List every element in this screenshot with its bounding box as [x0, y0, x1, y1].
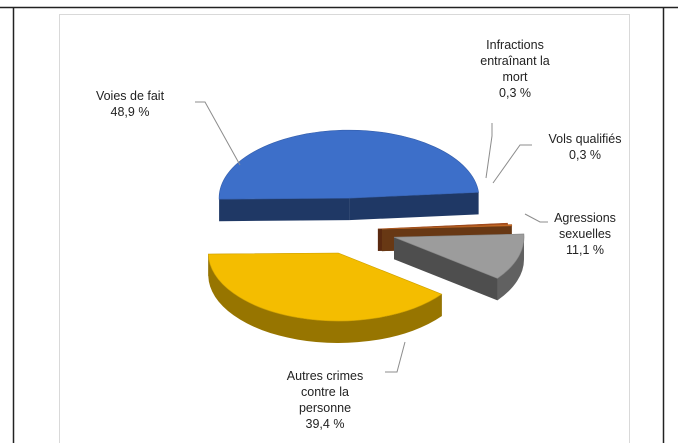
data-label-line: Voies de fait	[96, 89, 165, 103]
slice-cut-0-1	[349, 192, 479, 221]
slice-side-4	[208, 254, 442, 343]
data-label-1: Infractions entraînant la mort 0,3 %	[480, 38, 550, 100]
slices-layer	[207, 129, 525, 343]
data-label-line: Vols qualifiés	[549, 132, 622, 146]
data-label-line: Autres crimes	[287, 369, 363, 383]
data-label-4: Autres crimes contre la personne 39,4 %	[287, 369, 363, 431]
data-label-line: mort	[503, 70, 529, 84]
slice-top-0	[218, 129, 479, 200]
data-label-line: sexuelles	[559, 227, 611, 241]
chart-area-border	[59, 14, 630, 443]
data-label-line: 0,3 %	[499, 86, 531, 100]
slice-0	[218, 129, 479, 222]
data-label-line: 11,1 %	[566, 243, 604, 257]
leader-line-3	[524, 213, 548, 223]
leader-line-1	[485, 123, 493, 179]
data-label-line: 39,4 %	[306, 417, 345, 431]
leader-line-4	[385, 341, 406, 373]
slice-cut-0-0	[219, 198, 350, 222]
slice-top-3	[393, 233, 525, 279]
data-label-line: entraînant la	[480, 54, 550, 68]
labels-layer: Voies de fait 48,9 % Infractions entraînant…	[96, 38, 622, 431]
data-label-line: Agressions	[554, 211, 616, 225]
data-label-line: 48,9 %	[111, 105, 150, 119]
slice-top-2	[381, 224, 513, 230]
leaders-layer	[195, 101, 548, 373]
data-label-line: 0,3 %	[569, 148, 601, 162]
data-label-3: Agressions sexuelles 11,1 %	[554, 211, 616, 257]
slice-3	[393, 233, 525, 301]
slice-top-4	[207, 252, 443, 322]
slice-4	[207, 252, 443, 343]
data-label-0: Voies de fait 48,9 %	[96, 89, 165, 119]
leader-line-2	[492, 144, 532, 184]
data-label-2: Vols qualifiés 0,3 %	[549, 132, 622, 162]
data-label-line: personne	[299, 401, 351, 415]
slice-side-3	[497, 237, 525, 301]
leader-line-0	[195, 101, 241, 166]
data-label-line: Infractions	[486, 38, 544, 52]
data-label-line: contre la	[301, 385, 349, 399]
